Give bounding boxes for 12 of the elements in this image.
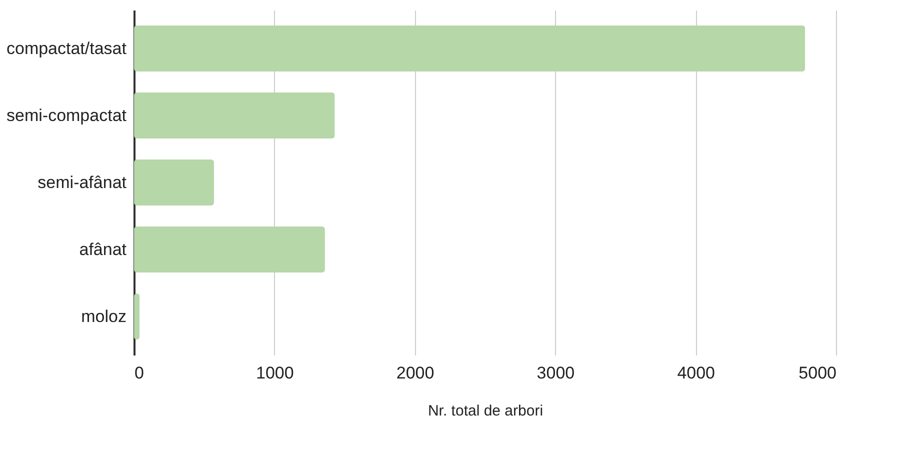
x-tick-label: 5000 (798, 364, 836, 382)
y-tick-label: semi-afânat (38, 173, 127, 192)
x-tick-label: 0 (134, 364, 144, 382)
y-tick-label: afânat (79, 240, 127, 259)
y-tick-label: moloz (81, 307, 126, 326)
x-tick-label: 1000 (256, 364, 294, 382)
y-tick-label: compactat/tasat (6, 39, 127, 58)
x-tick-label: 3000 (536, 364, 575, 382)
y-tick-label: semi-compactat (6, 106, 127, 125)
x-tick-label: 4000 (677, 364, 716, 382)
x-tick-label: 2000 (396, 364, 434, 382)
x-axis-title: Nr. total de arbori (428, 402, 544, 420)
